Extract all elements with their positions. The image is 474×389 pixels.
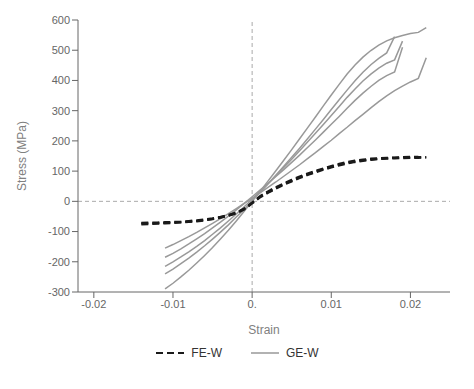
svg-text:-200: -200: [48, 256, 70, 268]
svg-text:Stress (MPa): Stress (MPa): [15, 121, 29, 191]
svg-text:0: 0: [64, 195, 70, 207]
svg-text:0.02: 0.02: [400, 298, 421, 310]
svg-text:0.: 0.: [248, 298, 257, 310]
svg-text:100: 100: [52, 165, 70, 177]
svg-text:500: 500: [52, 44, 70, 56]
svg-text:300: 300: [52, 105, 70, 117]
svg-text:-0.01: -0.01: [160, 298, 185, 310]
svg-text:Strain: Strain: [248, 323, 279, 337]
svg-text:600: 600: [52, 14, 70, 26]
html-text:GE-W: GE-W: [286, 346, 319, 360]
svg-text:-100: -100: [48, 225, 70, 237]
svg-text:-0.02: -0.02: [81, 298, 106, 310]
svg-text:0.01: 0.01: [321, 298, 342, 310]
svg-text:200: 200: [52, 135, 70, 147]
svg-text:400: 400: [52, 74, 70, 86]
svg-text:-300: -300: [48, 286, 70, 298]
html-text:FE-W: FE-W: [191, 346, 222, 360]
